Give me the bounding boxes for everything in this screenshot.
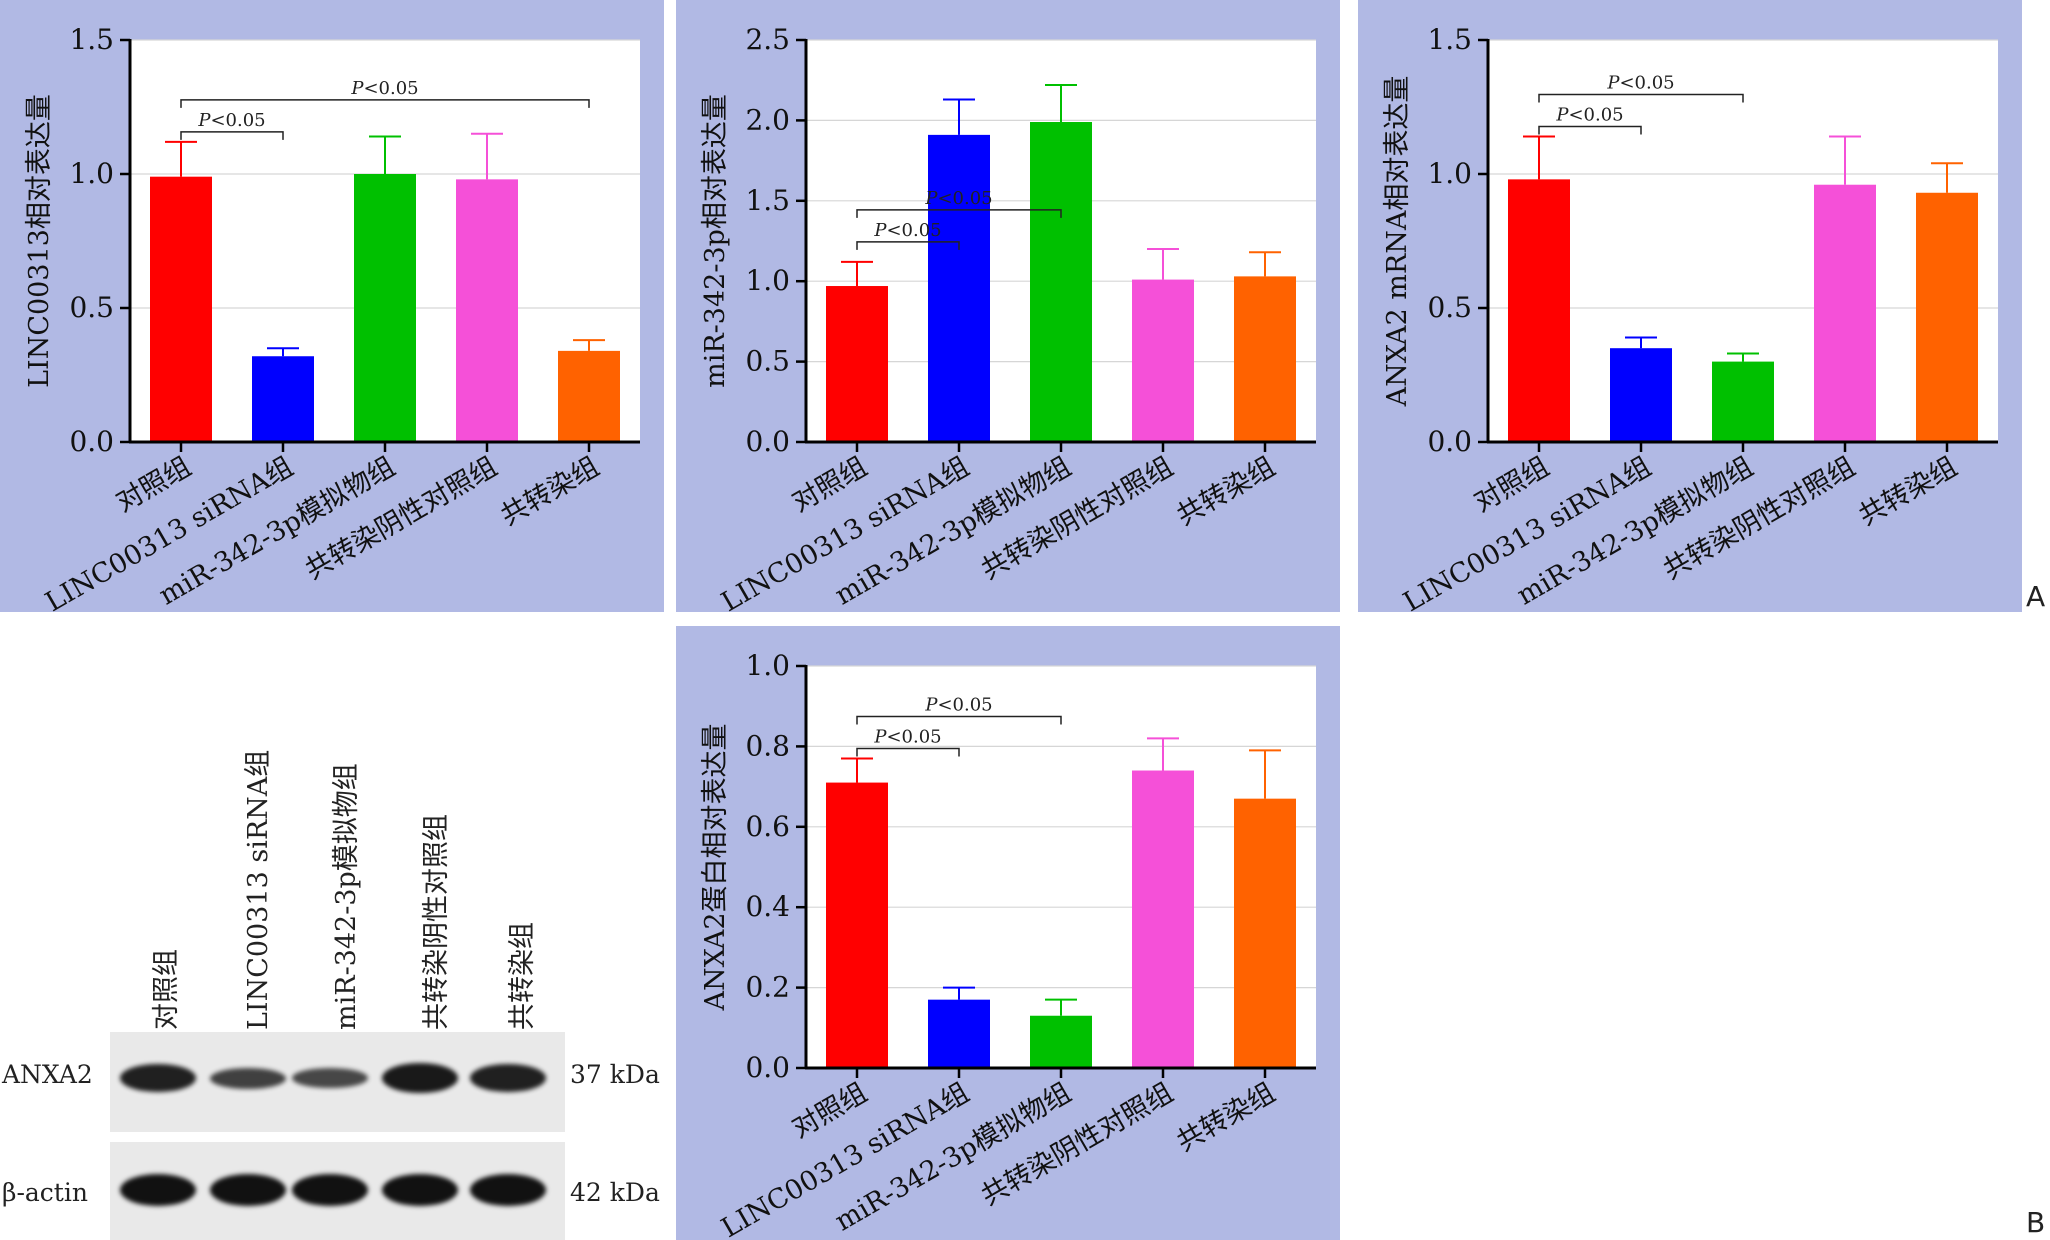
blot-band xyxy=(120,1174,196,1206)
y-tick-label: 1.0 xyxy=(1427,157,1472,190)
y-tick-label: 0.5 xyxy=(745,345,790,378)
bar xyxy=(1234,798,1296,1068)
y-tick-label: 0.5 xyxy=(1427,291,1472,324)
y-tick-label: 1.0 xyxy=(745,264,790,297)
blot-band xyxy=(470,1174,546,1206)
blot-protein-label: ANXA2 xyxy=(2,1060,93,1089)
blot-size-label: 42 kDa xyxy=(570,1178,660,1207)
y-tick-label: 0.4 xyxy=(745,890,790,923)
significance-label: P<0.05 xyxy=(873,220,941,241)
bar xyxy=(928,999,990,1068)
blot-band xyxy=(210,1067,286,1089)
y-tick-label: 0.6 xyxy=(745,810,790,843)
significance-label: P<0.05 xyxy=(1555,104,1623,125)
significance-bracket xyxy=(180,99,590,108)
significance-bracket xyxy=(856,209,1062,218)
bar xyxy=(558,350,620,442)
x-tick-label: 共转染组 xyxy=(1171,1077,1280,1158)
x-tick-label: 共转染阴性对照组 xyxy=(976,1077,1179,1212)
bar xyxy=(456,179,518,443)
significance-label: P<0.05 xyxy=(1606,72,1674,93)
y-axis-label: ANXA2 mRNA相对表达量 xyxy=(1382,76,1413,408)
significance-bracket xyxy=(856,715,1062,725)
blot-band xyxy=(382,1063,458,1093)
y-tick-label: 0.2 xyxy=(745,971,790,1004)
y-tick-label: 1.0 xyxy=(745,649,790,682)
y-tick-label: 0.0 xyxy=(745,1051,790,1084)
y-tick-label: 1.5 xyxy=(745,184,790,217)
bar xyxy=(1814,184,1876,442)
y-tick-label: 1.5 xyxy=(1427,23,1472,56)
blot-band xyxy=(120,1063,196,1093)
y-axis-label: miR-342-3p相对表达量 xyxy=(700,94,731,388)
blot-band xyxy=(210,1174,286,1206)
blot-band xyxy=(292,1174,368,1206)
bar xyxy=(1030,1015,1092,1068)
y-tick-label: 0.5 xyxy=(69,291,114,324)
bar xyxy=(1916,192,1978,442)
panel-letter-b: B xyxy=(2026,1206,2046,1239)
x-tick-label: 共转染组 xyxy=(1853,451,1962,532)
y-tick-label: 1.0 xyxy=(69,157,114,190)
bar xyxy=(928,134,990,442)
significance-bracket xyxy=(180,131,284,140)
blot-band xyxy=(292,1068,368,1088)
bar xyxy=(354,174,416,442)
bar xyxy=(826,782,888,1068)
bar xyxy=(1712,361,1774,442)
bar xyxy=(826,286,888,442)
y-tick-label: 2.0 xyxy=(745,103,790,136)
blot-lane-label: 共转染组 xyxy=(507,922,538,1030)
bar xyxy=(252,356,314,442)
significance-bracket xyxy=(1538,93,1744,103)
blot-lane-label: miR-342-3p模拟物组 xyxy=(331,763,362,1030)
x-tick-label: 共转染阴性对照组 xyxy=(976,451,1179,586)
bar xyxy=(1610,348,1672,442)
y-axis-label: LINC00313相对表达量 xyxy=(24,94,55,388)
blot-band xyxy=(382,1174,458,1206)
x-tick-label: 共转染阴性对照组 xyxy=(1658,451,1861,586)
blot-protein-label: β-actin xyxy=(2,1178,88,1207)
significance-label: P<0.05 xyxy=(350,78,418,99)
significance-bracket xyxy=(856,747,960,757)
bar xyxy=(150,176,212,442)
x-tick-label: 共转染阴性对照组 xyxy=(300,451,503,586)
bar xyxy=(1508,179,1570,443)
blot-lane-label: 对照组 xyxy=(151,949,182,1030)
x-tick-label: 共转染组 xyxy=(495,451,604,532)
blot-lane-label: LINC00313 siRNA组 xyxy=(243,749,274,1030)
bar xyxy=(1030,122,1092,443)
significance-label: P<0.05 xyxy=(873,726,941,747)
bar xyxy=(1234,276,1296,442)
significance-bracket xyxy=(1538,125,1642,135)
bar xyxy=(1132,770,1194,1068)
significance-label: P<0.05 xyxy=(924,188,992,209)
blot-band xyxy=(470,1063,546,1093)
bar xyxy=(1132,279,1194,442)
significance-bracket xyxy=(856,241,960,250)
y-tick-label: 0.0 xyxy=(69,425,114,458)
panel-letter-a: A xyxy=(2026,580,2046,613)
y-axis-label: ANXA2蛋白相对表达量 xyxy=(700,723,731,1011)
x-tick-label: 共转染组 xyxy=(1171,451,1280,532)
y-tick-label: 0.8 xyxy=(745,729,790,762)
y-tick-label: 2.5 xyxy=(745,23,790,56)
y-tick-label: 0.0 xyxy=(1427,425,1472,458)
blot-size-label: 37 kDa xyxy=(570,1060,660,1089)
significance-label: P<0.05 xyxy=(924,694,992,715)
blot-lane-label: 共转染阴性对照组 xyxy=(421,814,452,1030)
y-tick-label: 0.0 xyxy=(745,425,790,458)
y-tick-label: 1.5 xyxy=(69,23,114,56)
significance-label: P<0.05 xyxy=(197,110,265,131)
